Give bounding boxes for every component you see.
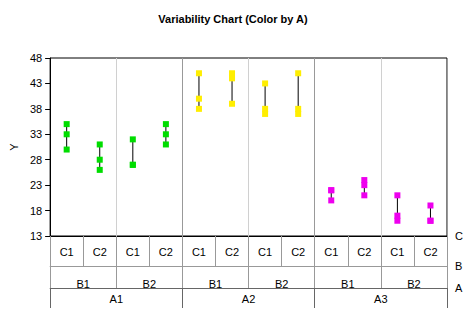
svg-text:B1: B1 [209,278,222,290]
svg-text:C2: C2 [423,246,437,258]
svg-text:C1: C1 [258,246,272,258]
svg-text:48: 48 [30,52,42,64]
svg-text:A2: A2 [242,293,255,305]
svg-text:C2: C2 [159,246,173,258]
svg-text:B1: B1 [76,278,89,290]
svg-text:C2: C2 [357,246,371,258]
svg-text:18: 18 [30,205,42,217]
svg-text:Variability Chart (Color by A): Variability Chart (Color by A) [158,13,308,25]
svg-text:B1: B1 [341,278,354,290]
svg-text:B: B [455,260,462,272]
svg-text:28: 28 [30,154,42,166]
svg-text:B2: B2 [143,278,156,290]
svg-text:C1: C1 [390,246,404,258]
svg-text:C1: C1 [192,246,206,258]
svg-text:A: A [455,282,463,294]
svg-text:C1: C1 [324,246,338,258]
svg-text:Y: Y [8,143,20,151]
svg-text:33: 33 [30,128,42,140]
svg-text:C: C [455,230,463,242]
svg-text:23: 23 [30,179,42,191]
svg-text:A3: A3 [374,293,387,305]
svg-text:C1: C1 [60,246,74,258]
svg-text:C2: C2 [225,246,239,258]
svg-text:13: 13 [30,230,42,242]
svg-text:43: 43 [30,77,42,89]
svg-text:38: 38 [30,103,42,115]
svg-text:C2: C2 [93,246,107,258]
svg-text:B2: B2 [275,278,288,290]
svg-text:A1: A1 [110,293,123,305]
svg-text:C1: C1 [126,246,140,258]
svg-text:C2: C2 [291,246,305,258]
svg-text:B2: B2 [407,278,420,290]
